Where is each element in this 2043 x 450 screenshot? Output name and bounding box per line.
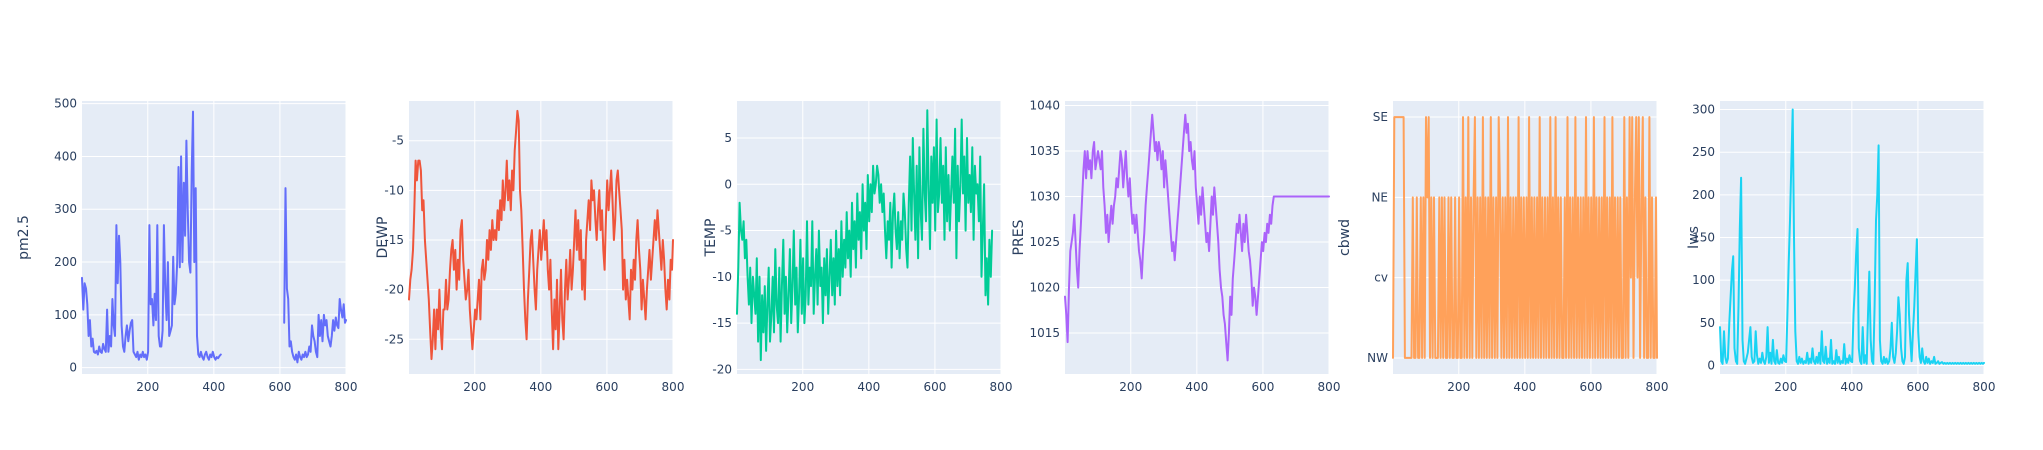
y-tick-label: 0 [69,361,77,375]
y-tick-label: -20 [712,362,732,376]
series-line [81,110,347,364]
x-tick-label: 800 [662,380,685,394]
y-tick-label: NE [1371,190,1388,204]
y-tick-label: 100 [54,308,77,322]
series-line [1064,113,1330,362]
y-tick-label: 1025 [1029,235,1060,249]
y-tick-label: 0 [724,177,732,191]
x-tick-label: 400 [202,380,225,394]
y-tick-label: -25 [384,332,404,346]
y-axis-title: Iws [1686,226,1702,249]
x-tick-label: 800 [1318,380,1341,394]
y-axis-title: DEWP [375,217,391,259]
panel-pm25: 200 400 600 800 0 100 200 300 400 500 pm2.5 [16,97,357,394]
y-tick-label: -5 [720,224,732,238]
y-tick-label: -5 [392,134,404,148]
x-tick-label: 600 [268,380,291,394]
y-tick-label: 1035 [1029,144,1060,158]
y-tick-label: 1020 [1029,281,1060,295]
x-tick-label: 200 [791,380,814,394]
y-tick-label: SE [1373,110,1388,124]
y-tick-label: -15 [384,233,404,247]
y-tick-label: 400 [54,149,77,163]
y-tick-label: -10 [712,270,732,284]
x-tick-label: 200 [1119,380,1142,394]
panel-dewp: 200 400 600 800 -25 -20 -15 -10 -5 DEWP [375,101,684,394]
series-line [736,109,994,362]
y-tick-label: -20 [384,283,404,297]
y-tick-label: -10 [384,183,404,197]
x-tick-label: 800 [1646,380,1669,394]
panel-iws: 200 400 600 800 0 50 100 150 200 250 300 Iws [1686,101,1995,394]
y-tick-label: 1015 [1029,326,1060,340]
x-tick-label: 400 [857,380,880,394]
x-tick-label: 600 [595,380,618,394]
x-tick-label: 400 [1513,380,1536,394]
y-tick-label: 200 [1692,188,1715,202]
y-tick-label: 200 [54,255,77,269]
y-tick-label: 0 [1707,358,1715,372]
y-tick-label: 5 [724,131,732,145]
y-tick-label: 500 [54,97,77,111]
y-tick-label: cv [1374,271,1388,285]
y-tick-label: 300 [1692,103,1715,117]
x-tick-label: 800 [990,380,1013,394]
x-tick-label: 600 [1906,380,1929,394]
y-axis-title: cbwd [1337,219,1353,256]
x-tick-label: 200 [136,380,159,394]
y-tick-label: 250 [1692,145,1715,159]
y-axis-title: pm2.5 [16,215,32,260]
y-tick-label: 300 [54,202,77,216]
panel-pres: 200 400 600 800 1015 1020 1025 1030 1035 1040 PRES [1011,99,1340,394]
x-tick-label: 200 [1774,380,1797,394]
y-tick-label: 50 [1700,316,1715,330]
y-tick-label: 1030 [1029,190,1060,204]
x-tick-label: 200 [1447,380,1470,394]
series-line [408,109,674,361]
x-tick-label: 400 [1185,380,1208,394]
y-tick-label: NW [1367,351,1388,365]
x-tick-label: 600 [1251,380,1274,394]
x-tick-label: 600 [1579,380,1602,394]
series-line [1719,108,1985,365]
y-tick-label: 100 [1692,273,1715,287]
x-tick-label: 200 [463,380,486,394]
x-tick-label: 400 [1840,380,1863,394]
x-tick-label: 600 [923,380,946,394]
x-tick-label: 800 [335,380,358,394]
y-axis-title: PRES [1011,219,1027,255]
x-tick-label: 400 [529,380,552,394]
series-line [1392,116,1658,359]
panel-cbwd: 200 400 600 800 NW cv NE SE cbwd [1337,101,1668,394]
y-tick-label: 1040 [1029,99,1060,113]
x-tick-label: 800 [1973,380,1996,394]
y-tick-label: 150 [1692,231,1715,245]
y-axis-title: TEMP [703,219,719,258]
panel-temp: 200 400 600 800 -20 -15 -10 -5 0 5 TEMP [703,101,1012,394]
y-tick-label: -15 [712,316,732,330]
